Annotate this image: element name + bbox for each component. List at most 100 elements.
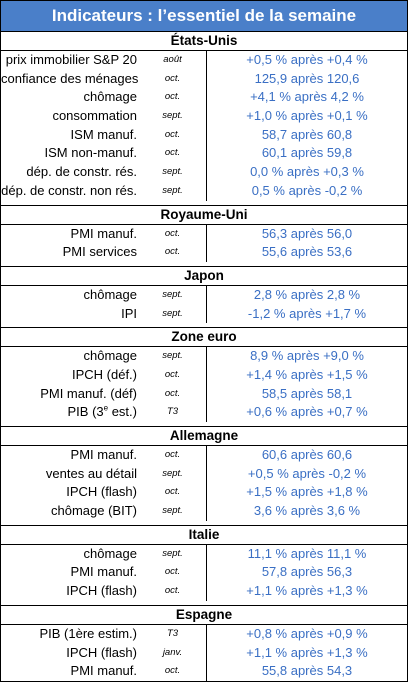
table-row: PMI manuf. oct. 55,8 après 54,3 [1,662,407,681]
section-header: Espagne [1,604,407,625]
indicator-label: IPCH (déf.) [71,366,137,382]
table-row: IPI sept. -1,2 % après +1,7 % [1,304,407,324]
period-label: oct. [139,446,207,465]
indicator-label: PMI services [62,244,137,260]
indicator-label: dép. de constr. non rés. [1,182,137,198]
indicator-label: consommation [52,108,137,124]
indicator-label: IPI [121,305,137,321]
indicator-value: +0,5 % après -0,2 % [247,465,367,481]
indicator-label: chômage [83,348,137,364]
indicator-value: 0,5 % après -0,2 % [251,182,363,198]
period-label: sept. [139,304,207,324]
indicator-value: 8,9 % après +9,0 % [250,348,364,364]
table-row: IPCH (déf.) oct. +1,4 % après +1,5 % [1,365,407,385]
indicator-label: ventes au détail [45,465,137,481]
indicator-label: ISM manuf. [70,126,137,142]
indicator-value: +1,5 % après +1,8 % [246,484,368,500]
table-row: PMI manuf. (déf) oct. 58,5 après 58,1 [1,384,407,404]
indicator-value: 60,6 après 60,6 [261,447,353,462]
period-label: oct. [139,365,207,385]
indicator-value: +1,0 % après +0,1 % [246,108,368,124]
section-header: Royaume-Uni [1,204,407,225]
indicator-value: +1,1 % après +1,3 % [246,583,368,599]
indicator-value: 56,3 après 56,0 [261,225,353,241]
table-row: IPCH (flash) oct. +1,1 % après +1,3 % [1,582,407,601]
indicator-value: 125,9 après 120,6 [254,70,360,86]
table-row: PMI manuf. oct. 60,6 après 60,6 [1,446,407,465]
period-label: sept. [139,502,207,521]
indicator-label: chômage [83,286,137,302]
period-label: sept. [139,163,207,182]
period-label: oct. [139,483,207,503]
indicator-value: +1,1 % après +1,3 % [246,644,368,660]
table-row: ISM manuf. oct. 58,7 après 60,8 [1,125,407,145]
section-header: Japon [1,265,407,286]
indicator-value: 58,5 après 58,1 [261,385,353,401]
indicator-value: +0,6 % après +0,7 % [246,404,368,420]
indicator-value: 57,8 après 56,3 [261,564,353,580]
indicator-value: 55,6 après 53,6 [261,244,353,260]
period-label: sept. [139,181,207,201]
period-label: oct. [139,224,207,244]
period-label: sept. [139,464,207,484]
table-row: PMI manuf. oct. 56,3 après 56,0 [1,224,407,244]
indicator-label: IPCH (flash) [66,583,137,599]
table-row: IPCH (flash) janv. +1,1 % après +1,3 % [1,643,407,663]
indicator-label: chômage (BIT) [51,503,137,519]
table-row: PIB (1ère estim.) T3 +0,8 % après +0,9 % [1,624,407,644]
indicator-label: PMI manuf. [70,225,137,241]
indicator-value: 55,8 après 54,3 [261,663,353,679]
table-row: ventes au détail sept. +0,5 % après -0,2 % [1,464,407,484]
table-row: consommation sept. +1,0 % après +0,1 % [1,107,407,126]
table-row: dép. de constr. non rés. sept. 0,5 % après… [1,181,407,201]
indicator-value: 0,0 % après +0,3 % [250,164,364,180]
table-row: ISM non-manuf. oct. 60,1 après 59,8 [1,144,407,164]
indicator-label: dép. de constr. rés. [26,164,137,180]
period-label: sept. [139,285,207,305]
indicator-value: +0,8 % après +0,9 % [246,625,368,641]
table-row: PMI services oct. 55,6 après 53,6 [1,243,407,262]
indicator-label: IPCH (flash) [66,484,137,500]
period-label: oct. [139,243,207,262]
indicator-value: 11,1 % après 11,1 % [247,545,367,561]
period-label: oct. [139,144,207,164]
table-row: IPCH (flash) oct. +1,5 % après +1,8 % [1,483,407,503]
table-title: Indicateurs : l’essentiel de la semaine [1,1,407,32]
period-label: août [139,51,207,70]
indicator-label: confiance des ménages [1,70,139,86]
table-row: chômage sept. 11,1 % après 11,1 % [1,544,407,564]
period-label: T3 [139,403,207,422]
period-label: oct. [139,384,207,404]
period-label: sept. [139,347,207,366]
indicator-label: IPCH (flash) [66,644,137,660]
indicator-label: chômage [83,89,137,105]
indicator-value: +1,4 % après +1,5 % [246,366,368,382]
table-row: dép. de constr. rés. sept. 0,0 % après +0,… [1,163,407,182]
indicator-value: +4,1 % après 4,2 % [250,89,364,105]
indicator-label: PIB (3e est.) [67,403,137,420]
indicator-label: prix immobilier S&P 20 [5,52,137,67]
period-label: oct. [139,125,207,145]
table-row: PMI manuf. oct. 57,8 après 56,3 [1,563,407,583]
period-label: sept. [139,107,207,126]
period-label: oct. [139,69,207,89]
section-header: Allemagne [1,426,407,446]
indicator-label: PMI manuf. (déf) [40,385,137,401]
indicator-label: ISM non-manuf. [44,145,138,161]
indicator-value: 2,8 % après 2,8 % [253,286,361,302]
period-label: oct. [139,582,207,601]
period-label: oct. [139,88,207,108]
period-label: T3 [139,624,207,644]
period-label: oct. [139,563,207,583]
section-header: États-Unis [1,32,407,51]
table-row: chômage sept. 2,8 % après 2,8 % [1,285,407,305]
indicator-value: +0,5 % après +0,4 % [246,52,368,67]
indicator-label: PMI manuf. [70,447,137,462]
indicator-value: 60,1 après 59,8 [261,145,353,161]
table-body: États-Unis prix immobilier S&P 20 août +0,5… [1,32,407,681]
table-row: chômage (BIT) sept. 3,6 % après 3,6 % [1,502,407,521]
indicator-label: chômage [83,545,137,561]
period-label: oct. [139,662,207,681]
section-header: Italie [1,524,407,545]
